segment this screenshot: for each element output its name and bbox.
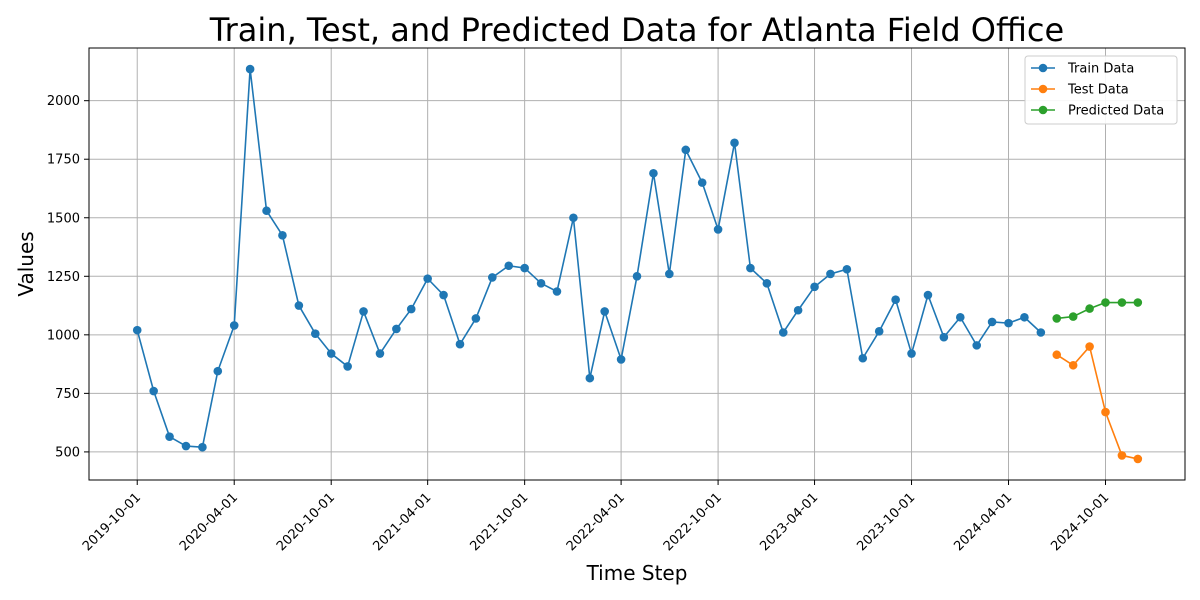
train-data-point [858, 353, 868, 363]
test-data-point [1085, 342, 1094, 351]
train-data-point [632, 271, 642, 281]
legend-test-data-label: Test Data [1067, 83, 1129, 98]
train-data-point [229, 321, 239, 330]
predicted-data-point [1085, 304, 1094, 313]
train-data-point [262, 206, 271, 216]
train-data-point [198, 442, 207, 452]
predicted-data-point [1052, 314, 1062, 323]
train-data-point [939, 332, 949, 342]
x-axis-label: Time Step [586, 561, 688, 585]
train-data-point [132, 325, 142, 335]
y-axis: 500 750 1000 1250 1500 1750 2000 [47, 94, 89, 460]
series-layer [132, 64, 1143, 464]
train-data-point [245, 64, 255, 74]
train-data-point [359, 307, 368, 316]
train-data-point [891, 295, 900, 305]
legend-train-data-marker [1038, 63, 1048, 73]
train-data-point [585, 373, 595, 383]
train-data-point [311, 329, 320, 338]
legend-train-data-label: Train Data [1067, 62, 1134, 77]
train-data-point [552, 287, 562, 296]
test-data-point [1052, 350, 1062, 360]
test-data-point [1101, 407, 1110, 417]
legend-box [1024, 55, 1178, 125]
predicted-data-point [1068, 312, 1078, 321]
train-data-point [1020, 312, 1029, 322]
y-tick-label: 500 [55, 445, 80, 460]
train-data-point [907, 349, 916, 358]
y-tick-label: 1500 [47, 211, 80, 226]
train-data-point [987, 317, 997, 327]
predicted-data-point [1133, 298, 1143, 307]
train-data-point [1036, 328, 1046, 337]
test-data-point [1068, 360, 1078, 370]
train-data-point [294, 301, 304, 310]
train-data-point [181, 441, 191, 451]
train-data-point [471, 314, 481, 323]
test-data-point [1117, 451, 1127, 460]
train-data-point [713, 225, 723, 234]
train-data-point [972, 341, 982, 350]
train-data-point [392, 324, 401, 334]
train-data-point [439, 290, 448, 300]
predicted-data-point [1117, 298, 1127, 307]
train-data-point [488, 273, 497, 282]
legend: Train Data Test Data Predicted Data [1024, 55, 1178, 125]
train-data-point [149, 386, 158, 396]
train-data-point [665, 269, 674, 279]
train-data-point [278, 231, 287, 240]
train-data-point [810, 282, 819, 292]
train-data-point [923, 290, 933, 300]
y-tick-label: 750 [55, 387, 80, 402]
y-tick-label: 1750 [47, 153, 80, 168]
train-data-point [343, 362, 352, 371]
train-data-point [569, 213, 578, 223]
y-tick-label: 1250 [47, 270, 80, 285]
train-data-point [326, 349, 336, 358]
train-data-point [746, 263, 755, 273]
train-data-point [536, 279, 546, 288]
train-data-point [697, 178, 707, 187]
train-data-point [730, 138, 739, 148]
train-data-point [213, 366, 223, 376]
train-data-point [165, 432, 174, 441]
train-data-point [649, 168, 658, 178]
test-data-point [1133, 454, 1143, 464]
legend-predicted-data-marker [1038, 105, 1048, 115]
y-axis-label: Values [14, 231, 38, 296]
train-data-point [520, 263, 529, 273]
train-data-point [778, 328, 788, 337]
train-data-point [616, 355, 626, 364]
train-data-point [406, 304, 416, 314]
train-data-point [762, 279, 772, 288]
y-tick-label: 2000 [47, 94, 80, 109]
legend-test-data-marker [1038, 84, 1048, 94]
train-data-point [955, 312, 965, 322]
y-tick-label: 1000 [47, 328, 80, 343]
train-data-point [793, 305, 803, 315]
predicted-data-point [1101, 298, 1110, 307]
train-data-point [874, 327, 884, 336]
train-data-point [842, 264, 852, 274]
train-data-point [681, 145, 691, 155]
train-data-point [375, 349, 385, 358]
train-data-point [1004, 318, 1013, 328]
plot-frame [88, 47, 1186, 481]
train-data-point [455, 339, 465, 349]
train-data-point [504, 261, 514, 271]
chart-title: Train, Test, and Predicted Data for Atla… [209, 11, 1064, 49]
train-data-point [826, 269, 835, 279]
train-data-point [600, 307, 609, 316]
legend-predicted-data-label: Predicted Data [1068, 104, 1164, 119]
train-data-point [423, 274, 432, 283]
